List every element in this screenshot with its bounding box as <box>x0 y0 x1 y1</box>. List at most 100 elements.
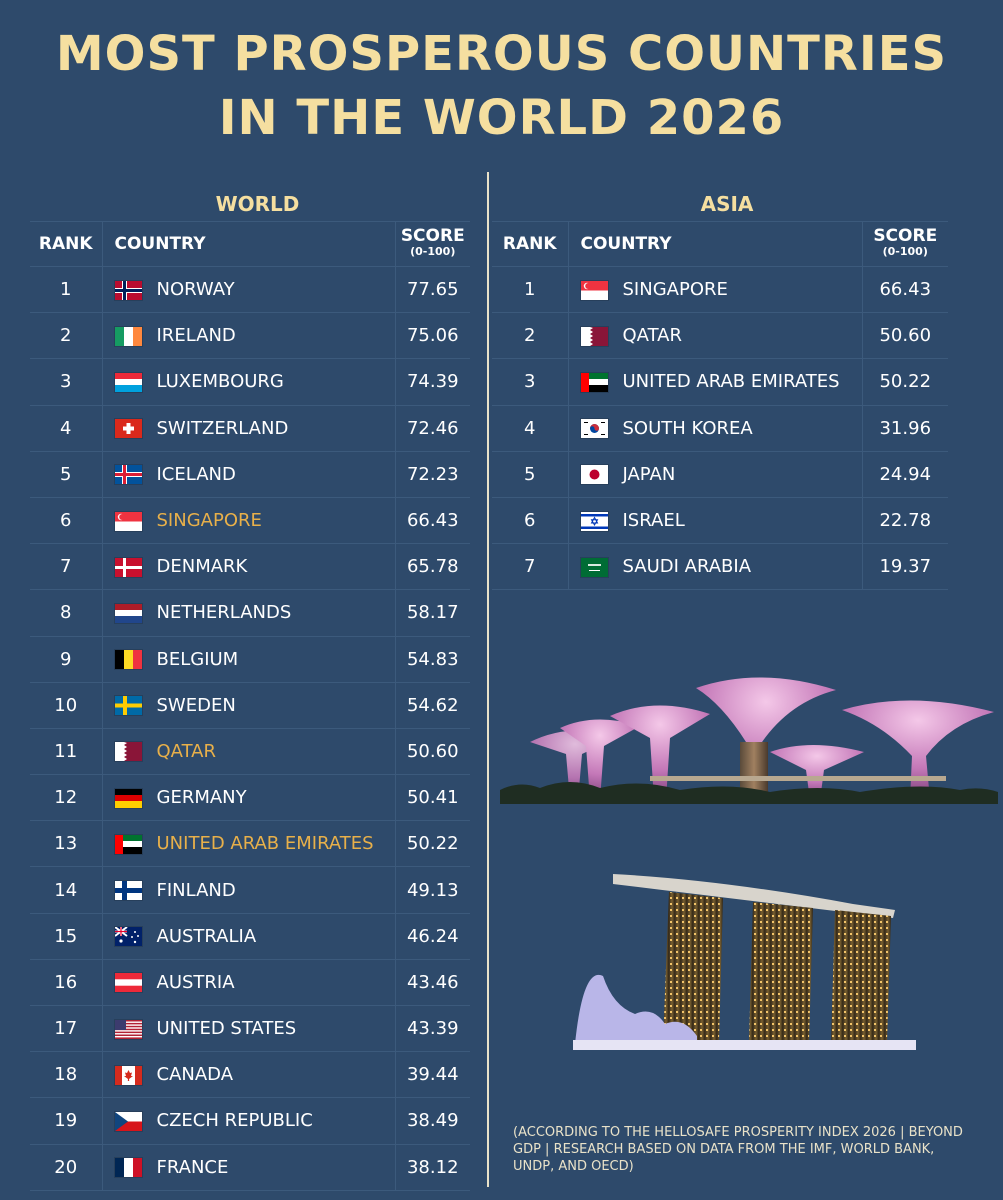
asia-table-row: 1 SINGAPORE 66.43 <box>492 265 948 314</box>
world-table-row: 8 NETHERLANDS 58.17 <box>30 589 470 637</box>
world-table-row: 13 UNITED ARAB EMIRATES 50.22 <box>30 820 470 868</box>
france-flag-icon <box>114 1158 142 1178</box>
luxembourg-flag-icon <box>114 372 142 392</box>
country-cell: UNITED ARAB EMIRATES <box>101 820 396 868</box>
score-cell: 50.60 <box>861 312 948 360</box>
score-cell: 43.39 <box>394 1004 470 1053</box>
column-divider <box>487 172 489 1187</box>
rank-cell: 2 <box>492 312 569 360</box>
artscience-museum <box>575 974 697 1044</box>
world-table-row: 3 LUXEMBOURG 74.39 <box>30 358 470 406</box>
rank-cell: 2 <box>30 312 103 360</box>
world-table-row: 12 GERMANY 50.41 <box>30 774 470 822</box>
score-cell: 77.65 <box>394 265 470 314</box>
rank-cell: 20 <box>30 1143 103 1191</box>
country-name: CZECH REPUBLIC <box>156 1110 313 1132</box>
asia-ranking-table: RANK COUNTRY SCORE (0-100) 1 SINGAPORE 66.4… <box>492 221 948 591</box>
score-cell: 19.37 <box>861 543 948 591</box>
world-table-row: 14 FINLAND 49.13 <box>30 866 470 914</box>
rank-cell: 14 <box>30 866 103 914</box>
score-cell: 74.39 <box>394 358 470 406</box>
asia-table-row: 2 QATAR 50.60 <box>492 312 948 360</box>
country-cell: AUSTRALIA <box>101 912 396 960</box>
score-cell: 39.44 <box>394 1051 470 1099</box>
rank-cell: 16 <box>30 958 103 1007</box>
asia-header-row: RANK COUNTRY SCORE (0-100) <box>492 221 948 267</box>
country-cell: SAUDI ARABIA <box>567 543 863 591</box>
country-name: SOUTH KOREA <box>622 417 753 439</box>
country-cell: QATAR <box>567 312 863 360</box>
country-name: CANADA <box>156 1064 234 1086</box>
norway-flag-icon <box>114 280 142 300</box>
country-name: ISRAEL <box>622 510 685 532</box>
country-cell: FINLAND <box>101 866 396 914</box>
asia-table-row: 7 SAUDI ARABIA 19.37 <box>492 543 948 591</box>
hotel-tower-2 <box>749 902 813 1042</box>
country-cell: SWITZERLAND <box>101 404 396 452</box>
country-cell: FRANCE <box>101 1143 396 1191</box>
supertree-mid <box>610 705 710 800</box>
supertree-small-left <box>530 730 620 800</box>
world-table-row: 6 SINGAPORE 66.43 <box>30 496 470 545</box>
rank-cell: 15 <box>30 912 103 960</box>
country-name: QATAR <box>156 740 217 762</box>
country-cell: SINGAPORE <box>101 496 396 545</box>
asia-table-body: 1 SINGAPORE 66.43 2 QATAR 50.60 3 UNITED ARAB E… <box>492 265 948 591</box>
country-cell: CANADA <box>101 1051 396 1099</box>
uae-flag-icon <box>580 372 608 392</box>
rank-cell: 9 <box>30 635 103 683</box>
country-cell: DENMARK <box>101 543 396 591</box>
score-cell: 66.43 <box>394 496 470 545</box>
czech-flag-icon <box>114 1111 142 1131</box>
world-ranking-table: RANK COUNTRY SCORE (0-100) 1 NORWAY 77.65 2 I… <box>30 221 470 1191</box>
ireland-flag-icon <box>114 326 142 346</box>
hotel-tower-3 <box>831 910 891 1042</box>
supertree-grove-image <box>500 677 998 804</box>
australia-flag-icon <box>114 927 142 947</box>
country-cell: AUSTRIA <box>101 958 396 1007</box>
canada-flag-icon <box>114 1065 142 1085</box>
country-cell: BELGIUM <box>101 635 396 683</box>
belgium-flag-icon <box>114 650 142 670</box>
foliage-ground <box>500 782 998 804</box>
asia-table-row: 3 UNITED ARAB EMIRATES 50.22 <box>492 358 948 406</box>
country-cell: UNITED STATES <box>101 1004 396 1053</box>
country-name: JAPAN <box>622 463 676 485</box>
country-name: SINGAPORE <box>156 510 262 532</box>
world-table-row: 18 CANADA 39.44 <box>30 1051 470 1099</box>
score-cell: 58.17 <box>394 589 470 637</box>
country-name: ICELAND <box>156 463 236 485</box>
score-cell: 50.22 <box>861 358 948 406</box>
rank-cell: 8 <box>30 589 103 637</box>
skywalk-bridge <box>650 776 946 781</box>
supertree-right-small <box>770 745 864 800</box>
world-table-row: 10 SWEDEN 54.62 <box>30 681 470 729</box>
score-cell: 75.06 <box>394 312 470 360</box>
singapore-flag-icon <box>580 280 608 300</box>
rank-cell: 3 <box>492 358 569 406</box>
rank-cell: 10 <box>30 681 103 729</box>
country-name: BELGIUM <box>156 648 239 670</box>
country-name: DENMARK <box>156 556 248 578</box>
score-range-label: (0-100) <box>882 245 928 258</box>
uae-flag-icon <box>114 834 142 854</box>
country-cell: UNITED ARAB EMIRATES <box>567 358 863 406</box>
qatar-flag-icon <box>114 742 142 762</box>
score-cell: 24.94 <box>861 450 948 498</box>
rank-cell: 5 <box>30 450 103 498</box>
country-name: SWEDEN <box>156 694 236 716</box>
country-cell: GERMANY <box>101 774 396 822</box>
score-cell: 54.83 <box>394 635 470 683</box>
switzerland-flag-icon <box>114 419 142 439</box>
score-cell: 54.62 <box>394 681 470 729</box>
world-table-row: 7 DENMARK 65.78 <box>30 543 470 591</box>
score-cell: 72.46 <box>394 404 470 452</box>
world-table-row: 16 AUSTRIA 43.46 <box>30 958 470 1007</box>
country-cell: JAPAN <box>567 450 863 498</box>
score-cell: 38.12 <box>394 1143 470 1191</box>
rank-cell: 1 <box>492 265 569 314</box>
score-cell: 31.96 <box>861 404 948 452</box>
country-header: COUNTRY <box>567 221 863 267</box>
iceland-flag-icon <box>114 465 142 485</box>
waterfront-promenade <box>573 1040 916 1050</box>
